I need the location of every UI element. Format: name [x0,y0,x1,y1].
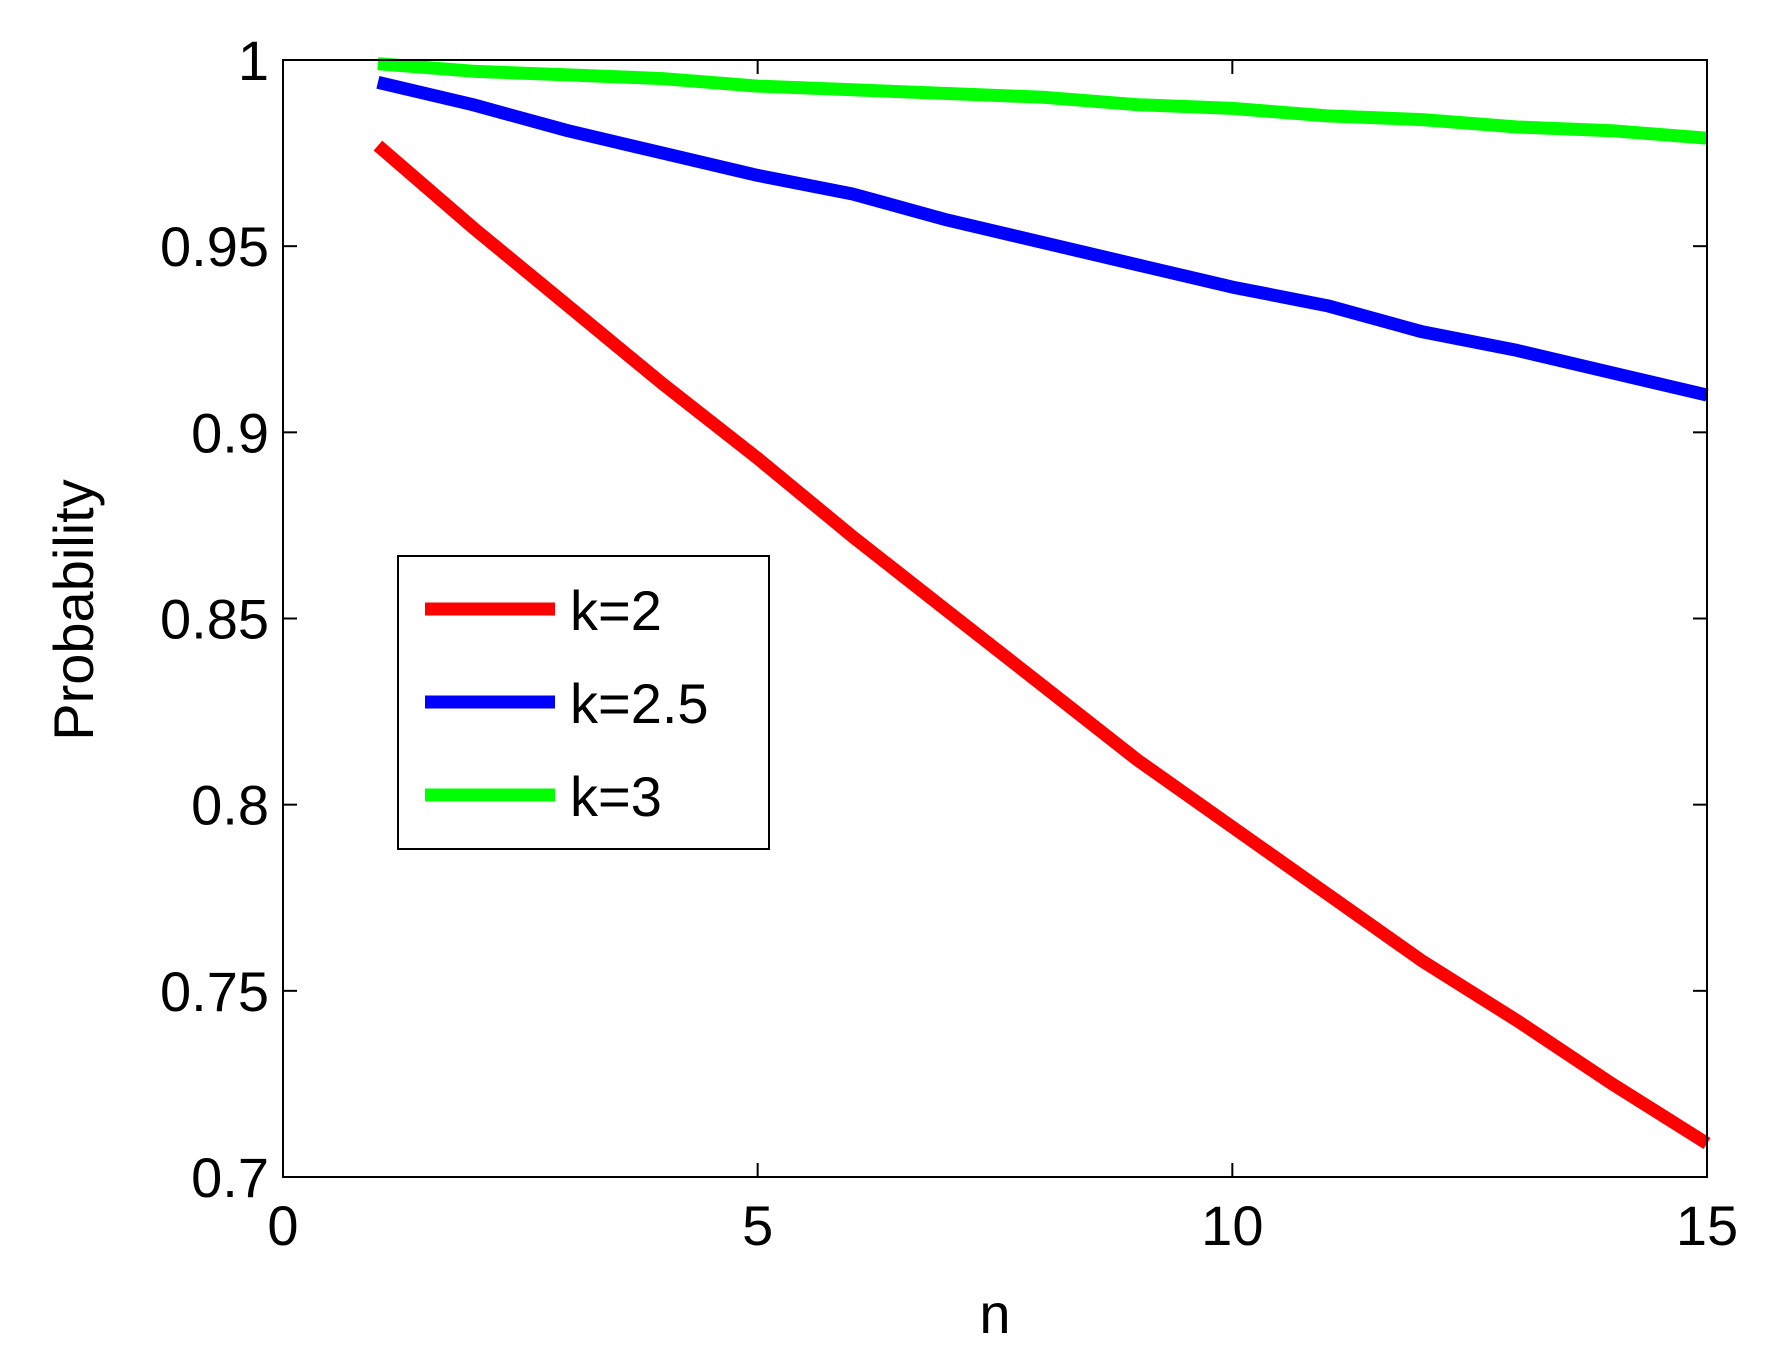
x-tick-label: 15 [1676,1194,1738,1257]
y-tick-label: 0.8 [191,774,269,837]
y-axis-title: Probability [42,479,105,740]
y-tick-label: 0.75 [160,960,269,1023]
y-tick-label: 0.9 [191,401,269,464]
series-line-k-2 [373,140,1711,1150]
legend-label: k=2.5 [570,672,709,735]
series-line-k-2-5 [376,75,1709,402]
x-tick-label: 0 [267,1194,298,1257]
legend-label: k=2 [570,579,662,642]
tick-labels: 0 5 10 15 0.7 0.75 0.8 0.85 0.9 0.95 1 [160,29,1738,1257]
x-tick-label: 5 [742,1194,773,1257]
y-tick-label: 0.85 [160,588,269,651]
y-tick-label: 1 [238,29,269,92]
y-tick-label: 0.7 [191,1146,269,1209]
legend: k=2 k=2.5 k=3 [397,555,770,850]
x-axis-title: n [979,1282,1010,1345]
series-line-k-3 [377,57,1708,145]
plot-frame [282,59,1708,1178]
series-lines [373,57,1711,1150]
legend-label: k=3 [570,765,662,828]
y-tick-label: 0.95 [160,215,269,278]
x-tick-label: 10 [1201,1194,1263,1257]
